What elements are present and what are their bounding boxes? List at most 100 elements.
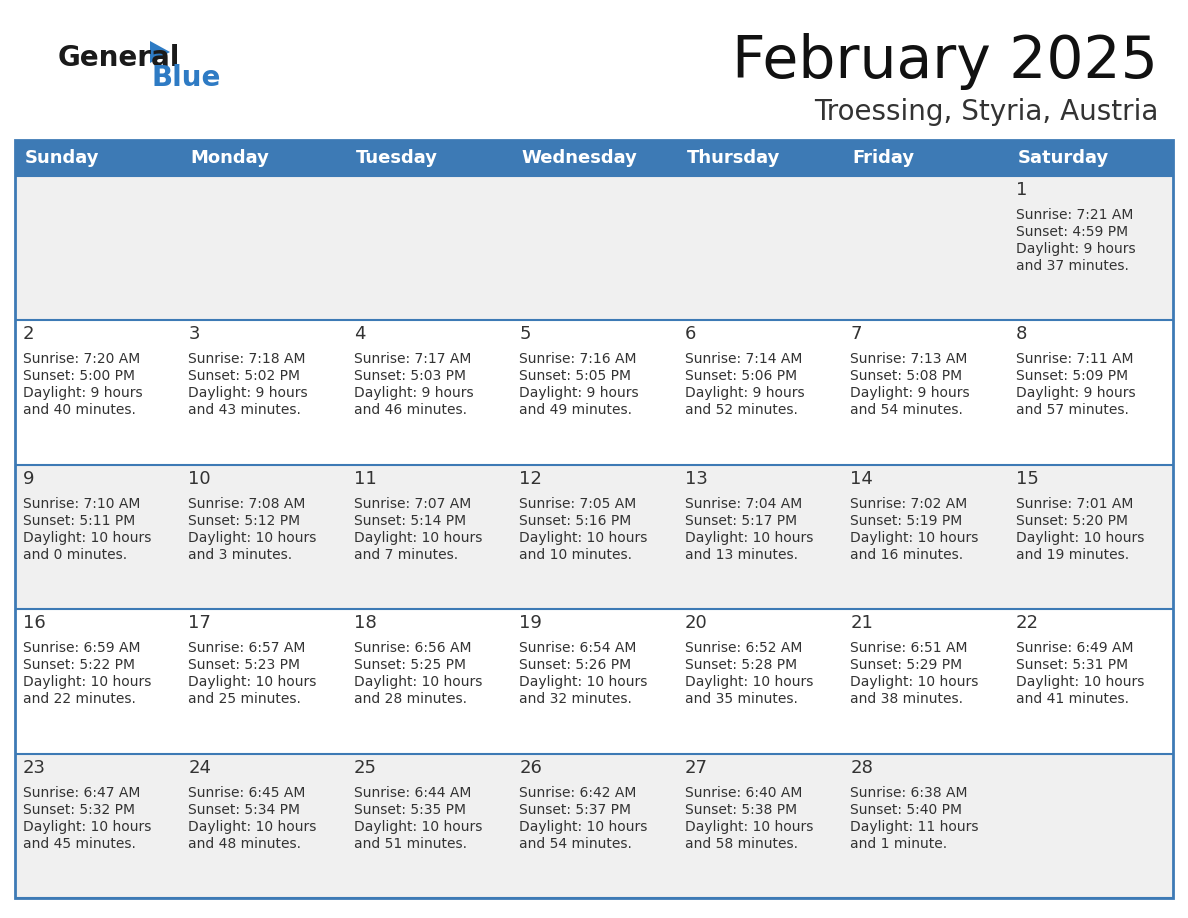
Text: Sunrise: 6:51 AM: Sunrise: 6:51 AM xyxy=(851,641,968,655)
Text: 26: 26 xyxy=(519,758,542,777)
Bar xyxy=(15,176,1173,320)
Text: Daylight: 10 hours: Daylight: 10 hours xyxy=(684,820,813,834)
Text: Sunset: 5:40 PM: Sunset: 5:40 PM xyxy=(851,802,962,817)
Text: Sunrise: 7:10 AM: Sunrise: 7:10 AM xyxy=(23,497,140,510)
Text: Sunset: 5:00 PM: Sunset: 5:00 PM xyxy=(23,369,135,384)
Text: Sunrise: 6:45 AM: Sunrise: 6:45 AM xyxy=(189,786,305,800)
Text: and 57 minutes.: and 57 minutes. xyxy=(1016,403,1129,418)
Text: Sunset: 5:14 PM: Sunset: 5:14 PM xyxy=(354,514,466,528)
Bar xyxy=(15,754,1173,898)
Text: and 3 minutes.: and 3 minutes. xyxy=(189,548,292,562)
Text: Daylight: 11 hours: Daylight: 11 hours xyxy=(851,820,979,834)
Text: Sunset: 5:20 PM: Sunset: 5:20 PM xyxy=(1016,514,1127,528)
Text: 25: 25 xyxy=(354,758,377,777)
Text: Sunset: 5:37 PM: Sunset: 5:37 PM xyxy=(519,802,631,817)
Text: Sunset: 5:03 PM: Sunset: 5:03 PM xyxy=(354,369,466,384)
Text: 9: 9 xyxy=(23,470,34,487)
Text: Sunset: 5:12 PM: Sunset: 5:12 PM xyxy=(189,514,301,528)
Text: Sunset: 5:29 PM: Sunset: 5:29 PM xyxy=(851,658,962,672)
Text: and 32 minutes.: and 32 minutes. xyxy=(519,692,632,706)
Text: and 54 minutes.: and 54 minutes. xyxy=(851,403,963,418)
Text: Sunset: 5:23 PM: Sunset: 5:23 PM xyxy=(189,658,301,672)
Text: Sunset: 5:22 PM: Sunset: 5:22 PM xyxy=(23,658,135,672)
Text: Sunrise: 6:56 AM: Sunrise: 6:56 AM xyxy=(354,641,472,655)
Text: Sunrise: 6:42 AM: Sunrise: 6:42 AM xyxy=(519,786,637,800)
Bar xyxy=(15,140,1173,176)
Text: Sunrise: 7:04 AM: Sunrise: 7:04 AM xyxy=(684,497,802,510)
Text: Sunrise: 6:40 AM: Sunrise: 6:40 AM xyxy=(684,786,802,800)
Text: Daylight: 10 hours: Daylight: 10 hours xyxy=(354,820,482,834)
Text: February 2025: February 2025 xyxy=(732,33,1158,91)
Text: Sunrise: 6:52 AM: Sunrise: 6:52 AM xyxy=(684,641,802,655)
Text: 2: 2 xyxy=(23,325,34,343)
Text: Sunrise: 7:05 AM: Sunrise: 7:05 AM xyxy=(519,497,637,510)
Text: Sunrise: 6:44 AM: Sunrise: 6:44 AM xyxy=(354,786,472,800)
Text: and 38 minutes.: and 38 minutes. xyxy=(851,692,963,706)
Text: 19: 19 xyxy=(519,614,542,633)
Text: and 22 minutes.: and 22 minutes. xyxy=(23,692,135,706)
Bar xyxy=(15,320,1173,465)
Bar xyxy=(15,610,1173,754)
Text: 20: 20 xyxy=(684,614,708,633)
Text: Daylight: 9 hours: Daylight: 9 hours xyxy=(1016,386,1136,400)
Text: Daylight: 10 hours: Daylight: 10 hours xyxy=(519,676,647,689)
Text: 11: 11 xyxy=(354,470,377,487)
Text: and 52 minutes.: and 52 minutes. xyxy=(684,403,797,418)
Text: Sunset: 5:25 PM: Sunset: 5:25 PM xyxy=(354,658,466,672)
Text: and 10 minutes.: and 10 minutes. xyxy=(519,548,632,562)
Text: and 16 minutes.: and 16 minutes. xyxy=(851,548,963,562)
Bar xyxy=(15,465,1173,610)
Text: Sunrise: 6:49 AM: Sunrise: 6:49 AM xyxy=(1016,641,1133,655)
Text: Sunset: 5:31 PM: Sunset: 5:31 PM xyxy=(1016,658,1127,672)
Text: Sunset: 5:32 PM: Sunset: 5:32 PM xyxy=(23,802,135,817)
Text: Daylight: 10 hours: Daylight: 10 hours xyxy=(1016,531,1144,544)
Text: and 25 minutes.: and 25 minutes. xyxy=(189,692,302,706)
Text: and 0 minutes.: and 0 minutes. xyxy=(23,548,127,562)
Text: 15: 15 xyxy=(1016,470,1038,487)
Text: 4: 4 xyxy=(354,325,366,343)
Text: Sunrise: 7:20 AM: Sunrise: 7:20 AM xyxy=(23,353,140,366)
Text: and 48 minutes.: and 48 minutes. xyxy=(189,836,302,851)
Text: Sunset: 5:11 PM: Sunset: 5:11 PM xyxy=(23,514,135,528)
Bar xyxy=(15,140,1173,898)
Text: and 54 minutes.: and 54 minutes. xyxy=(519,836,632,851)
Text: and 35 minutes.: and 35 minutes. xyxy=(684,692,797,706)
Text: 10: 10 xyxy=(189,470,211,487)
Text: and 46 minutes.: and 46 minutes. xyxy=(354,403,467,418)
Text: 21: 21 xyxy=(851,614,873,633)
Text: Sunset: 5:35 PM: Sunset: 5:35 PM xyxy=(354,802,466,817)
Text: 5: 5 xyxy=(519,325,531,343)
Text: 22: 22 xyxy=(1016,614,1038,633)
Text: Daylight: 10 hours: Daylight: 10 hours xyxy=(189,820,317,834)
Text: Wednesday: Wednesday xyxy=(522,149,637,167)
Text: 17: 17 xyxy=(189,614,211,633)
Text: Daylight: 10 hours: Daylight: 10 hours xyxy=(23,820,151,834)
Text: 27: 27 xyxy=(684,758,708,777)
Text: Sunrise: 7:02 AM: Sunrise: 7:02 AM xyxy=(851,497,967,510)
Text: Sunrise: 7:14 AM: Sunrise: 7:14 AM xyxy=(684,353,802,366)
Text: and 1 minute.: and 1 minute. xyxy=(851,836,947,851)
Text: Sunset: 5:38 PM: Sunset: 5:38 PM xyxy=(684,802,797,817)
Text: Daylight: 9 hours: Daylight: 9 hours xyxy=(851,386,969,400)
Text: Sunrise: 7:13 AM: Sunrise: 7:13 AM xyxy=(851,353,967,366)
Text: Friday: Friday xyxy=(852,149,915,167)
Text: Sunset: 4:59 PM: Sunset: 4:59 PM xyxy=(1016,225,1127,239)
Text: Sunset: 5:28 PM: Sunset: 5:28 PM xyxy=(684,658,797,672)
Text: Sunrise: 7:16 AM: Sunrise: 7:16 AM xyxy=(519,353,637,366)
Text: Saturday: Saturday xyxy=(1018,149,1108,167)
Text: Sunrise: 6:57 AM: Sunrise: 6:57 AM xyxy=(189,641,305,655)
Text: Monday: Monday xyxy=(190,149,270,167)
Text: and 51 minutes.: and 51 minutes. xyxy=(354,836,467,851)
Text: and 19 minutes.: and 19 minutes. xyxy=(1016,548,1129,562)
Text: 7: 7 xyxy=(851,325,861,343)
Text: and 37 minutes.: and 37 minutes. xyxy=(1016,259,1129,273)
Text: Sunset: 5:34 PM: Sunset: 5:34 PM xyxy=(189,802,301,817)
Text: Daylight: 10 hours: Daylight: 10 hours xyxy=(851,531,979,544)
Text: 18: 18 xyxy=(354,614,377,633)
Text: 24: 24 xyxy=(189,758,211,777)
Text: General: General xyxy=(58,44,181,72)
Text: 1: 1 xyxy=(1016,181,1026,199)
Text: Daylight: 10 hours: Daylight: 10 hours xyxy=(354,676,482,689)
Text: Sunrise: 7:07 AM: Sunrise: 7:07 AM xyxy=(354,497,472,510)
Text: Daylight: 10 hours: Daylight: 10 hours xyxy=(23,676,151,689)
